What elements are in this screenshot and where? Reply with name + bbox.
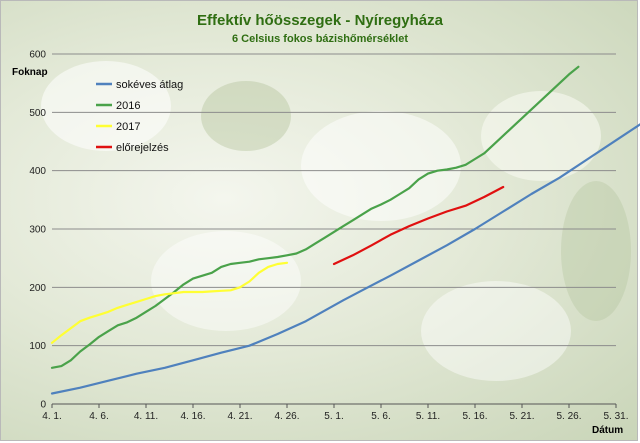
y-tick-label: 400 — [29, 166, 46, 177]
y-tick-label: 500 — [29, 108, 46, 119]
series-line-1 — [50, 65, 580, 369]
y-tick-label: 300 — [29, 225, 46, 236]
x-axis-label: Dátum — [592, 425, 624, 436]
series-line-2 — [50, 261, 289, 344]
series-lines — [50, 65, 640, 395]
x-tick-label: 4. 26. — [274, 411, 299, 422]
x-tick-label: 5. 31. — [603, 411, 628, 422]
x-tick-label: 5. 16. — [462, 411, 487, 422]
x-tick-label: 4. 21. — [227, 411, 252, 422]
legend-label-1: 2016 — [116, 100, 140, 112]
y-tick-label: 600 — [29, 50, 46, 61]
legend-label-2: 2017 — [116, 121, 140, 133]
y-tick-label: 0 — [40, 400, 46, 411]
x-tick-label: 5. 21. — [509, 411, 534, 422]
x-tick-label: 4. 16. — [180, 411, 205, 422]
x-tick-label: 4. 1. — [42, 411, 61, 422]
x-tick-label: 5. 6. — [371, 411, 390, 422]
y-axis-label: Foknap — [12, 67, 48, 78]
x-tick-label: 5. 1. — [324, 411, 343, 422]
y-tick-label: 100 — [29, 341, 46, 352]
y-tick-label: 200 — [29, 283, 46, 294]
series-line-3 — [332, 185, 505, 266]
series-line-0 — [50, 123, 640, 395]
x-tick-label: 4. 11. — [134, 411, 158, 422]
x-tick-label: 5. 26. — [556, 411, 581, 422]
x-tick-label: 4. 6. — [89, 411, 108, 422]
x-tick-label: 5. 11. — [416, 411, 440, 422]
legend: sokéves átlag 2016 2017 előrejelzés — [96, 79, 183, 154]
axes: 0 100 200 300 400 500 600 4. 1. 4. 6. 4. 11. 4. 16… — [29, 50, 628, 423]
legend-label-0: sokéves átlag — [116, 79, 183, 91]
legend-label-3: előrejelzés — [116, 142, 169, 154]
chart-subtitle: 6 Celsius fokos bázishőmérséklet — [231, 33, 409, 45]
chart-title: Effektív hőösszegek - Nyíregyháza — [197, 12, 443, 29]
